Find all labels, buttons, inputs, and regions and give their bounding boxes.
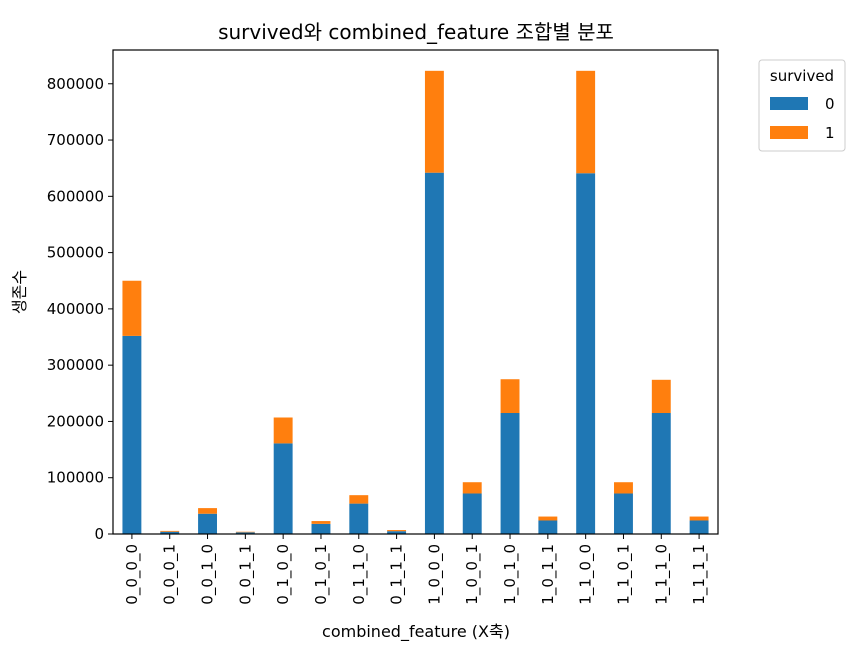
x-tick-label: 0_0_1_1	[236, 544, 255, 605]
bar-1_0_0_1-series-0	[462, 493, 482, 534]
y-tick-label: 0	[94, 525, 104, 543]
bar-0_0_1_0-series-1	[198, 508, 217, 514]
x-tick-label: 1_0_1_1	[539, 544, 558, 605]
bar-0_0_0_1-series-0	[160, 531, 180, 534]
x-tick-label: 0_1_0_0	[274, 544, 293, 605]
y-tick-label: 500000	[47, 244, 104, 262]
bar-1_1_0_1-series-1	[614, 482, 633, 494]
y-tick-label: 700000	[47, 131, 104, 149]
y-tick-label: 300000	[47, 356, 104, 374]
legend-label-series-1: 1	[825, 124, 835, 142]
y-tick-label: 400000	[47, 300, 104, 318]
bar-1_1_1_1-series-1	[689, 516, 709, 521]
bar-1_1_1_0-series-1	[651, 379, 671, 413]
bar-0_1_0_1-series-1	[311, 521, 331, 524]
x-axis-label: combined_feature (X축)	[322, 622, 510, 642]
legend-label-series-0: 0	[825, 95, 835, 113]
bar-1_0_0_1-series-1	[462, 482, 482, 494]
bar-1_1_0_0-series-1	[576, 70, 596, 174]
bar-0_0_0_0-series-1	[122, 280, 142, 336]
y-axis: 0 100000 200000 300000 400000 500000 600000 700…	[47, 75, 113, 543]
bar-0_1_1_1-series-1	[387, 530, 407, 532]
bar-1_1_1_1-series-0	[689, 520, 709, 534]
plot-bars	[122, 70, 709, 534]
y-tick-label: 800000	[47, 75, 104, 93]
legend-title: survived	[770, 67, 834, 85]
x-tick-label: 1_1_1_1	[690, 544, 709, 605]
x-tick-label: 1_0_0_1	[463, 544, 482, 605]
x-tick-label: 0_1_1_1	[388, 544, 407, 605]
bar-1_0_1_0-series-0	[500, 413, 520, 534]
bar-0_1_1_0-series-1	[349, 495, 369, 504]
x-tick-label: 1_1_0_1	[614, 544, 633, 605]
bar-0_1_0_0-series-1	[273, 417, 293, 444]
bar-1_0_0_0-series-1	[424, 70, 444, 173]
bar-0_0_1_1-series-0	[235, 532, 255, 534]
x-tick-label: 0_0_0_1	[161, 544, 180, 605]
x-tick-label: 1_0_0_0	[425, 544, 444, 605]
x-tick-label: 0_0_1_0	[199, 544, 218, 605]
x-tick-label: 0_0_0_0	[123, 544, 142, 605]
bar-0_0_1_0-series-0	[198, 513, 217, 534]
x-tick-label: 1_0_1_0	[501, 544, 520, 605]
bar-1_0_0_0-series-0	[424, 172, 444, 534]
x-tick-label: 0_1_0_1	[312, 544, 331, 605]
y-axis-label: 생존수	[10, 270, 29, 314]
bar-0_0_0_0-series-0	[122, 335, 142, 534]
plot-frame	[112, 49, 719, 535]
y-tick-label: 600000	[47, 187, 104, 205]
bar-1_0_1_1-series-0	[538, 520, 558, 534]
bar-1_1_1_0-series-0	[651, 413, 671, 534]
bar-0_1_1_0-series-0	[349, 503, 369, 534]
x-tick-label: 1_1_1_0	[652, 544, 671, 605]
bar-0_1_0_1-series-0	[311, 523, 331, 534]
bar-0_1_1_1-series-0	[387, 531, 407, 534]
x-tick-label: 1_1_0_0	[577, 544, 596, 605]
x-axis: 0_0_0_0 0_0_0_1 0_0_1_0 0_0_1_1 0_1_0_0 0_1_0…	[123, 534, 709, 605]
bar-1_1_0_0-series-0	[576, 173, 596, 534]
legend: survived 0 1	[758, 59, 846, 152]
y-tick-label: 100000	[47, 469, 104, 487]
x-tick-label: 0_1_1_0	[350, 544, 369, 605]
y-tick-label: 200000	[47, 412, 104, 430]
bar-1_0_1_0-series-1	[500, 379, 520, 413]
bar-1_0_1_1-series-1	[538, 516, 558, 521]
bar-1_1_0_1-series-0	[614, 493, 633, 534]
bar-0_0_0_1-series-1	[160, 530, 180, 532]
chart-title: survived와 combined_feature 조합별 분포	[218, 20, 614, 44]
legend-swatch-series-1	[770, 126, 808, 139]
legend-swatch-series-0	[770, 97, 808, 110]
bar-0_0_1_1-series-1	[235, 531, 255, 533]
bar-0_1_0_0-series-0	[273, 443, 293, 534]
